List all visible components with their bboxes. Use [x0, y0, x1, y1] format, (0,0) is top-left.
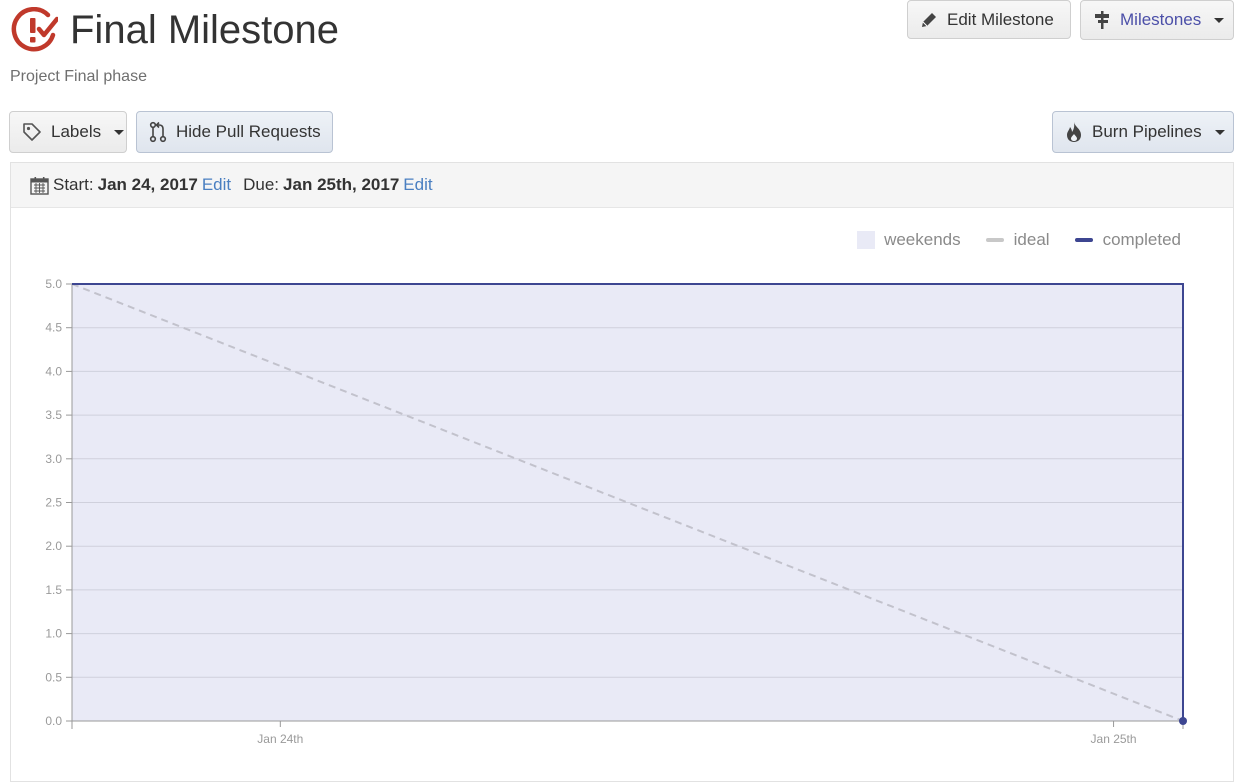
- legend-label-completed: completed: [1102, 230, 1181, 249]
- milestones-dropdown[interactable]: Milestones: [1080, 0, 1234, 40]
- ideal-line: [71, 283, 1184, 722]
- legend-label-weekends: weekends: [884, 230, 961, 249]
- zenhub-logo-icon: [11, 7, 58, 52]
- page-title: Final Milestone: [70, 8, 340, 52]
- chevron-down-icon: [1214, 17, 1225, 23]
- page-subtitle: Project Final phase: [10, 68, 147, 85]
- y-tick-label: 0.0: [45, 714, 62, 728]
- legend-item-ideal[interactable]: ideal: [985, 230, 1050, 250]
- calendar-icon: [30, 176, 49, 195]
- x-tick-label: Jan 24th: [257, 732, 303, 746]
- legend-label-ideal: ideal: [1013, 230, 1050, 249]
- weekends-swatch: [857, 231, 876, 249]
- y-tick-label: 1.5: [45, 583, 62, 597]
- ideal-swatch: [985, 238, 1004, 242]
- completed-line: [72, 283, 1184, 721]
- due-label: Due:: [243, 175, 280, 194]
- y-tick-label: 4.5: [45, 321, 62, 335]
- edit-milestone-button[interactable]: Edit Milestone: [907, 0, 1071, 39]
- y-tick-label: 1.0: [45, 627, 62, 641]
- chart-legend: weekends ideal completed: [832, 230, 1181, 250]
- due-date: Jan 25th, 2017: [283, 175, 400, 194]
- y-tick-label: 4.0: [45, 364, 62, 378]
- y-tick-label: 2.5: [45, 496, 62, 510]
- chevron-down-icon: [1214, 129, 1225, 135]
- labels-label: Labels: [51, 122, 102, 141]
- flame-icon: [1065, 121, 1083, 143]
- completed-swatch: [1074, 238, 1093, 242]
- legend-item-completed[interactable]: completed: [1074, 230, 1181, 250]
- y-tick-label: 3.0: [45, 452, 62, 466]
- signpost-icon: [1093, 10, 1111, 30]
- y-tick-label: 3.5: [45, 408, 62, 422]
- hide-pull-requests-label: Hide Pull Requests: [176, 122, 321, 141]
- pencil-icon: [920, 11, 938, 29]
- edit-start-date-link[interactable]: Edit: [201, 175, 232, 194]
- milestones-label: Milestones: [1120, 10, 1202, 29]
- chevron-down-icon: [114, 129, 125, 135]
- legend-item-weekends[interactable]: weekends: [857, 230, 961, 250]
- burn-pipelines-dropdown[interactable]: Burn Pipelines: [1052, 111, 1234, 153]
- y-tick-label: 5.0: [45, 277, 62, 291]
- start-date: Jan 24, 2017: [97, 175, 198, 194]
- completed-point: [1179, 717, 1187, 725]
- milestone-dates-bar: Start: Jan 24, 2017 Edit Due: Jan 25th, …: [11, 163, 1233, 208]
- edit-due-date-link[interactable]: Edit: [403, 175, 433, 194]
- tag-icon: [22, 122, 42, 142]
- y-tick-label: 2.0: [45, 539, 62, 553]
- y-tick-label: 0.5: [45, 670, 62, 684]
- labels-dropdown[interactable]: Labels: [9, 111, 127, 153]
- hide-pull-requests-button[interactable]: Hide Pull Requests: [136, 111, 333, 153]
- start-label: Start:: [53, 175, 94, 194]
- edit-milestone-label: Edit Milestone: [947, 9, 1054, 29]
- burn-pipelines-label: Burn Pipelines: [1092, 122, 1202, 141]
- x-tick-label: Jan 25th: [1091, 732, 1137, 746]
- pull-request-icon: [149, 121, 167, 143]
